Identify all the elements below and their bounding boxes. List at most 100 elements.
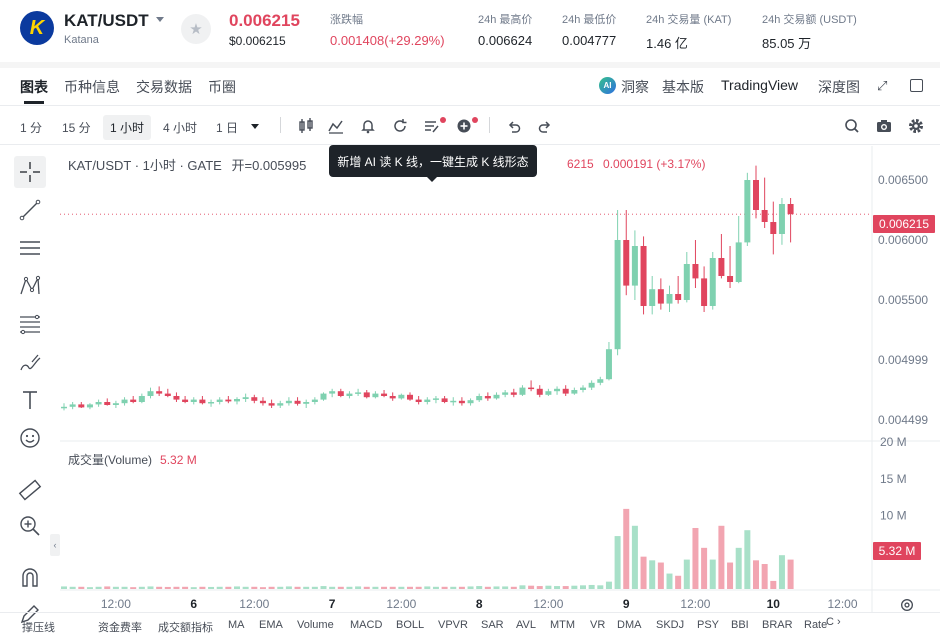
interval-1h[interactable]: 1 小时: [103, 115, 152, 140]
indicator-mtm[interactable]: MTM: [550, 619, 576, 631]
indicator-scroll-right[interactable]: C ›: [826, 616, 841, 628]
indicator-ma[interactable]: MA: [228, 619, 245, 631]
indicator-rate[interactable]: Rate: [804, 619, 828, 631]
gear-icon[interactable]: [907, 117, 925, 135]
ruler-tool[interactable]: [14, 474, 46, 506]
indicator-ema[interactable]: EMA: [259, 619, 283, 631]
candle-body: [683, 264, 690, 300]
interval-dropdown-icon[interactable]: [251, 124, 259, 129]
smile-icon: [20, 428, 40, 448]
indicator-brar[interactable]: BRAR: [762, 619, 793, 631]
candle-body: [441, 398, 448, 402]
volume-bar: [294, 586, 301, 589]
candle-body: [701, 278, 708, 306]
candle-body: [623, 240, 630, 286]
ai-kline-icon[interactable]: [423, 117, 441, 135]
candlestick-chart[interactable]: 0.006500 0.006000 0.005500 0.004999 0.004499…: [60, 146, 940, 612]
indicator-dma[interactable]: DMA: [617, 619, 642, 631]
replay-icon[interactable]: [391, 117, 409, 135]
alert-icon[interactable]: [359, 117, 377, 135]
tab-coin-info[interactable]: 币种信息: [64, 79, 120, 95]
undo-icon[interactable]: [505, 117, 523, 135]
volume-bar: [692, 527, 699, 589]
new-feature-dot: [440, 117, 446, 123]
stat-low: 24h 最低价 0.004777: [562, 14, 617, 48]
indicator-psy[interactable]: PSY: [697, 619, 720, 631]
indicator-资金费率[interactable]: 资金费率: [98, 622, 142, 634]
time-tick-label: 12:00: [101, 597, 131, 611]
trendline-tool[interactable]: [14, 194, 46, 226]
candle-body: [718, 258, 725, 276]
volume-bar: [666, 573, 673, 589]
volume-bar: [182, 586, 189, 589]
favorite-button[interactable]: ★: [181, 14, 211, 44]
indicator-macd[interactable]: MACD: [350, 619, 383, 631]
add-indicator-icon[interactable]: [455, 117, 473, 135]
brush-icon: [20, 354, 41, 371]
volume-bar: [580, 585, 586, 589]
volume-bar: [147, 586, 154, 589]
indicator-volume[interactable]: Volume: [297, 619, 334, 631]
candle-body: [432, 398, 439, 400]
tab-chart[interactable]: 图表: [20, 79, 48, 95]
interval-4h[interactable]: 4 小时: [163, 121, 198, 135]
magnet-tool[interactable]: [14, 562, 46, 594]
tab-tradingview[interactable]: TradingView: [721, 77, 799, 93]
chart-settings-icon[interactable]: [899, 597, 915, 613]
collapse-toolbar-button[interactable]: ‹: [50, 534, 60, 556]
price-tick-label: 0.004999: [878, 353, 928, 367]
indicator-vr[interactable]: VR: [590, 619, 606, 631]
time-tick-label: 9: [623, 597, 630, 611]
candle-body: [761, 210, 768, 222]
candle-type-icon[interactable]: [297, 117, 315, 135]
candle-body: [363, 392, 370, 398]
indicator-bbi[interactable]: BBI: [731, 619, 749, 631]
fibonacci-tool[interactable]: [14, 308, 46, 340]
pencil-tool[interactable]: [14, 598, 46, 630]
text-tool[interactable]: [14, 384, 46, 416]
volume-tick-label: 15 M: [880, 472, 907, 486]
candle-body: [536, 388, 543, 395]
emoji-tool[interactable]: [14, 422, 46, 454]
volume-bar: [528, 585, 535, 589]
volume-bar: [753, 560, 759, 589]
interval-15m[interactable]: 15 分: [62, 121, 91, 135]
tab-trade-data[interactable]: 交易数据: [136, 79, 192, 95]
indicator-avl[interactable]: AVL: [516, 619, 536, 631]
indicator-boll[interactable]: BOLL: [396, 619, 425, 631]
pattern-tool[interactable]: [14, 270, 46, 302]
indicator-成交额指标[interactable]: 成交额指标: [158, 622, 213, 634]
indicator-sar[interactable]: SAR: [481, 619, 504, 631]
tab-insight[interactable]: 洞察: [621, 79, 649, 95]
crosshair-tool[interactable]: [14, 156, 46, 188]
candle-body: [787, 204, 794, 215]
tab-basic[interactable]: 基本版: [662, 79, 704, 95]
brush-tool[interactable]: [14, 346, 46, 378]
indicator-vpvr[interactable]: VPVR: [438, 619, 468, 631]
volume-bar: [709, 559, 716, 589]
volume-bar: [744, 530, 751, 589]
expand-icon[interactable]: ⤢: [877, 78, 888, 93]
candle-body: [112, 403, 119, 405]
redo-icon[interactable]: [536, 117, 554, 135]
indicator-撑压线[interactable]: 撑压线: [22, 622, 55, 634]
candle-body: [61, 406, 67, 409]
price-chart[interactable]: 0.006500 0.006000 0.005500 0.004999 0.004499…: [60, 145, 940, 612]
window-icon[interactable]: [910, 79, 923, 92]
indicators-icon[interactable]: [327, 117, 345, 135]
indicator-skdj[interactable]: SKDJ: [656, 619, 685, 631]
drawing-tools: [0, 146, 60, 635]
tab-community[interactable]: 币圈: [208, 79, 236, 95]
channel-tool[interactable]: [14, 232, 46, 264]
chart-toolbar: 1 分 15 分 1 小时 4 小时 1 日: [0, 107, 940, 145]
volume-bar: [502, 586, 509, 589]
interval-1d[interactable]: 1 日: [216, 121, 239, 135]
chevron-down-icon[interactable]: [156, 17, 164, 22]
candle-body: [484, 396, 491, 399]
camera-icon[interactable]: [875, 117, 893, 135]
tab-depth[interactable]: 深度图: [818, 79, 860, 95]
search-icon[interactable]: [843, 117, 861, 135]
interval-1m[interactable]: 1 分: [20, 121, 43, 135]
zoom-tool[interactable]: [14, 510, 46, 542]
pair-selector[interactable]: KAT/USDT: [64, 11, 149, 30]
